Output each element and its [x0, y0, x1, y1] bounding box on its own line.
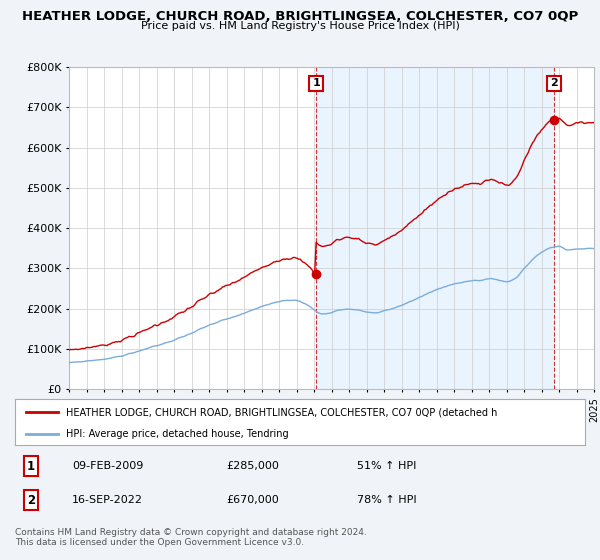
Text: HEATHER LODGE, CHURCH ROAD, BRIGHTLINGSEA, COLCHESTER, CO7 0QP (detached h: HEATHER LODGE, CHURCH ROAD, BRIGHTLINGSE…	[66, 407, 497, 417]
Text: £285,000: £285,000	[226, 461, 279, 471]
Text: £670,000: £670,000	[226, 495, 278, 505]
Text: 09-FEB-2009: 09-FEB-2009	[72, 461, 143, 471]
Text: 1: 1	[27, 460, 35, 473]
Text: 51% ↑ HPI: 51% ↑ HPI	[357, 461, 416, 471]
Text: HEATHER LODGE, CHURCH ROAD, BRIGHTLINGSEA, COLCHESTER, CO7 0QP: HEATHER LODGE, CHURCH ROAD, BRIGHTLINGSE…	[22, 10, 578, 23]
Text: 16-SEP-2022: 16-SEP-2022	[72, 495, 143, 505]
Text: Contains HM Land Registry data © Crown copyright and database right 2024.
This d: Contains HM Land Registry data © Crown c…	[15, 528, 367, 547]
Text: Price paid vs. HM Land Registry's House Price Index (HPI): Price paid vs. HM Land Registry's House …	[140, 21, 460, 31]
Text: 78% ↑ HPI: 78% ↑ HPI	[357, 495, 416, 505]
Text: HPI: Average price, detached house, Tendring: HPI: Average price, detached house, Tend…	[66, 429, 289, 438]
Text: 2: 2	[550, 78, 558, 88]
Text: 2: 2	[27, 494, 35, 507]
Text: 1: 1	[312, 78, 320, 88]
